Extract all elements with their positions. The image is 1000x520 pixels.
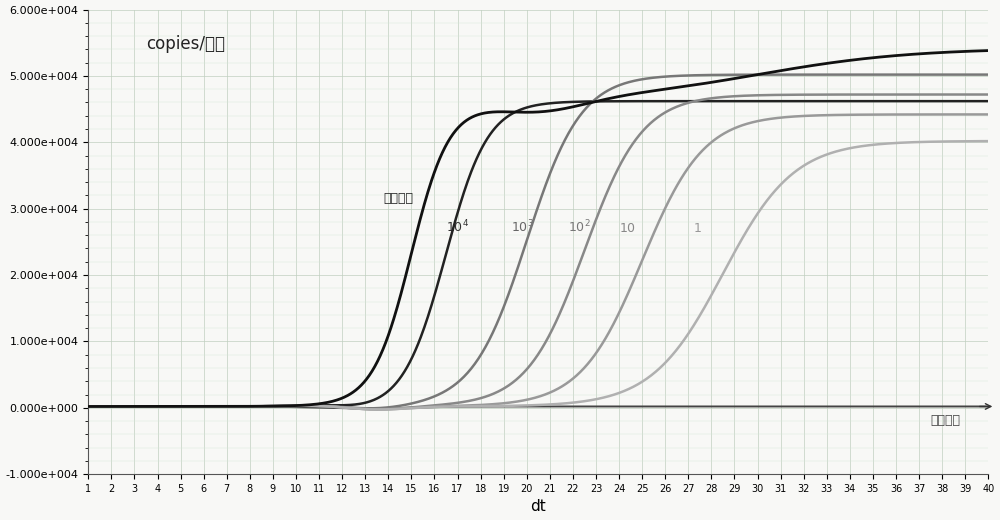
Text: 阴性对照: 阴性对照: [931, 414, 961, 427]
Text: copies/反应: copies/反应: [146, 35, 225, 54]
Text: $10^3$: $10^3$: [511, 218, 534, 235]
Text: $10^4$: $10^4$: [446, 218, 469, 235]
Text: $1$: $1$: [693, 222, 702, 235]
Text: $10^2$: $10^2$: [568, 218, 591, 235]
Text: $10$: $10$: [619, 222, 636, 235]
Text: 阳性对照: 阳性对照: [384, 192, 414, 205]
X-axis label: dt: dt: [530, 499, 546, 514]
